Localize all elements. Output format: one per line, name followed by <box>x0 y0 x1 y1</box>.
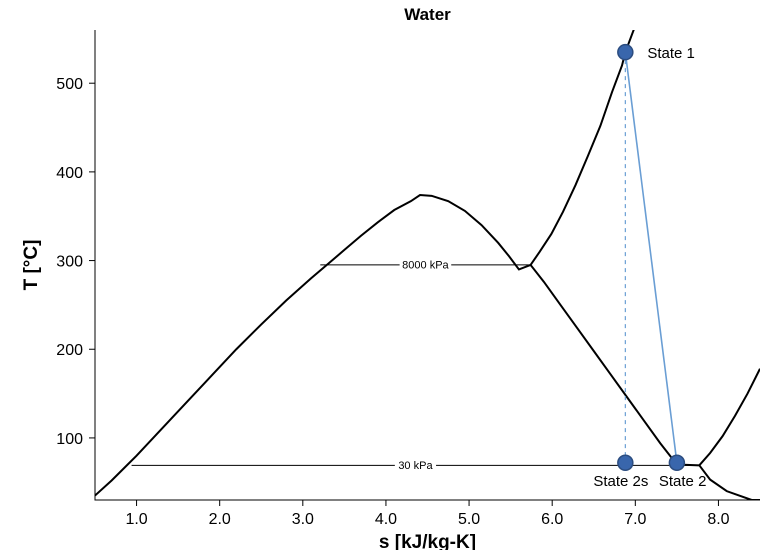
x-tick-label: 5.0 <box>458 511 480 528</box>
state-label: State 1 <box>647 45 695 62</box>
chart-title: Water <box>404 5 451 24</box>
x-tick-label: 8.0 <box>707 511 729 528</box>
x-tick-label: 3.0 <box>292 511 314 528</box>
process-line-actual <box>625 52 677 463</box>
isobar-label: 30 kPa <box>398 460 433 472</box>
y-tick-label: 200 <box>56 342 83 359</box>
isobar-superheat <box>699 369 760 466</box>
isobar-superheat <box>531 26 636 265</box>
isobar-label: 8000 kPa <box>402 259 449 271</box>
y-tick-label: 300 <box>56 254 83 271</box>
state-point <box>618 455 633 470</box>
y-tick-label: 100 <box>56 431 83 448</box>
y-tick-label: 400 <box>56 165 83 182</box>
x-tick-label: 2.0 <box>209 511 231 528</box>
state-point <box>669 455 684 470</box>
x-tick-label: 6.0 <box>541 511 563 528</box>
x-tick-label: 4.0 <box>375 511 397 528</box>
y-axis-title: T [°C] <box>21 240 42 291</box>
x-tick-label: 7.0 <box>624 511 646 528</box>
plot-group: 8000 kPa 30 kPa <box>95 26 760 500</box>
x-axis-title: s [kJ/kg-K] <box>379 532 476 550</box>
state-point <box>618 45 633 60</box>
state-label: State 2 <box>659 473 707 490</box>
ts-diagram: 1.0 2.0 3.0 4.0 5.0 6.0 7.0 8.0 100 200 300 400 500 s… <box>0 0 781 550</box>
saturation-dome <box>95 195 760 500</box>
y-tick-label: 500 <box>56 76 83 93</box>
state-label: State 2s <box>593 473 648 490</box>
x-tick-label: 1.0 <box>125 511 147 528</box>
chart-svg: 1.0 2.0 3.0 4.0 5.0 6.0 7.0 8.0 100 200 300 400 500 s… <box>0 0 781 550</box>
